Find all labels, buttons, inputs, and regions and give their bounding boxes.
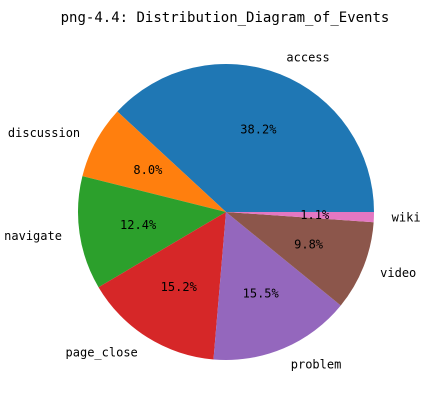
- slice-label-problem: problem: [291, 358, 342, 372]
- pie-slice-navigate: [78, 176, 226, 288]
- pie-slices: [78, 63, 375, 360]
- pie-labels: access 38.2% discussion 8.0% navigate 12.4% pa…: [4, 51, 420, 372]
- pie-slice-discussion: [82, 111, 226, 212]
- percent-label-discussion: 8.0%: [133, 163, 163, 177]
- pie-slice-page-close: [98, 212, 226, 360]
- slice-label-discussion: discussion: [8, 126, 80, 140]
- percent-label-access: 38.2%: [240, 122, 277, 136]
- slice-label-navigate: navigate: [4, 229, 62, 243]
- percent-label-wiki: 1.1%: [300, 208, 330, 222]
- slice-label-access: access: [286, 51, 329, 65]
- percent-label-page-close: 15.2%: [161, 280, 198, 294]
- slice-label-video: video: [380, 266, 416, 280]
- chart-title: png-4.4: Distribution_Diagram_of_Events: [61, 10, 390, 26]
- pie-slice-wiki: [226, 212, 374, 223]
- slice-label-page-close: page_close: [66, 345, 138, 359]
- pie-slice-problem: [213, 212, 341, 360]
- percent-label-problem: 15.5%: [243, 287, 280, 301]
- pie-slice-access: [117, 63, 375, 212]
- percent-label-video: 9.8%: [294, 238, 324, 252]
- slice-label-wiki: wiki: [392, 211, 421, 225]
- percent-label-navigate: 12.4%: [120, 218, 157, 232]
- pie-slice-video: [226, 212, 374, 306]
